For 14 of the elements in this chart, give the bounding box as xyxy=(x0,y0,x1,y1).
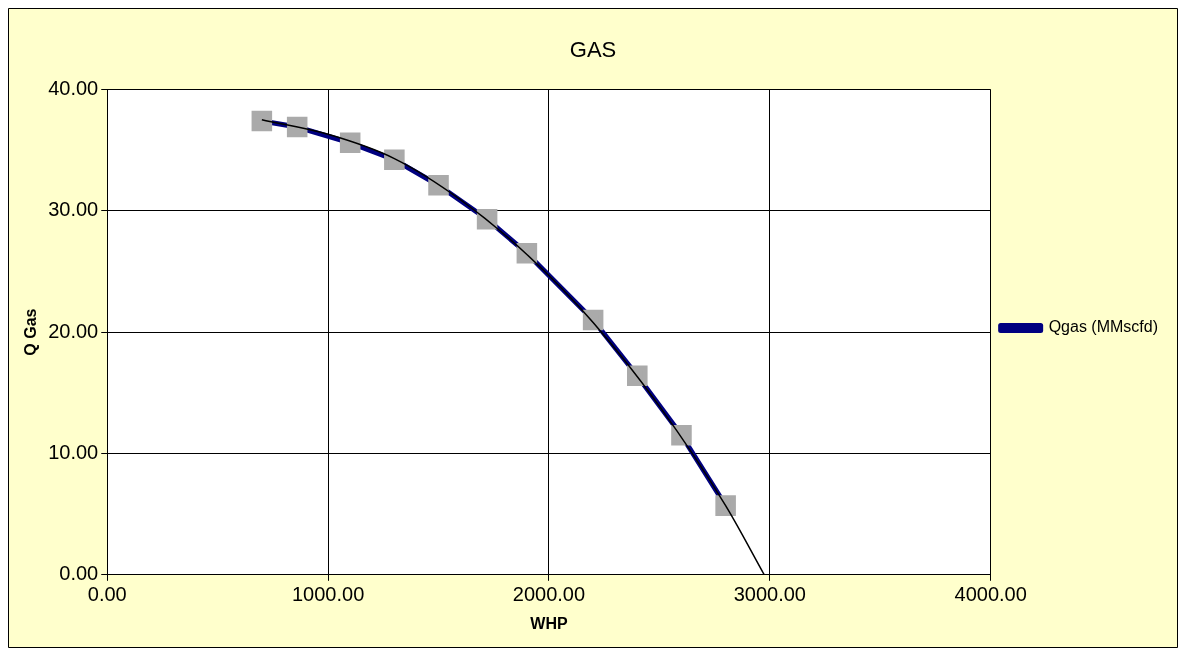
y-tick-label: 30.00 xyxy=(48,198,99,221)
x-tick-label: 1000.00 xyxy=(291,583,365,606)
chart-title: GAS xyxy=(569,37,617,63)
x-tick-label: 3000.00 xyxy=(733,583,806,606)
legend-label: Qgas (MMscfd) xyxy=(1048,318,1158,336)
y-tick-label: 40.00 xyxy=(48,76,99,99)
x-tick-label: 2000.00 xyxy=(512,583,586,606)
y-tick-label: 0.00 xyxy=(59,562,99,585)
x-axis-title: WHP xyxy=(530,614,568,632)
y-tick-label: 20.00 xyxy=(48,319,99,342)
x-tick-label: 0.00 xyxy=(87,583,127,606)
x-tick-label: 4000.00 xyxy=(954,583,1027,606)
y-tick-label: 10.00 xyxy=(48,440,99,463)
y-axis-title: Q Gas xyxy=(22,308,40,356)
